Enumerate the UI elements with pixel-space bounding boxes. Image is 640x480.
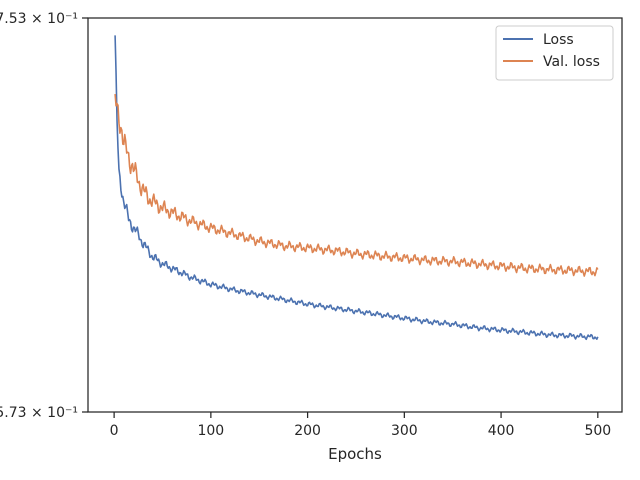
plot-frame — [87, 17, 623, 413]
x-axis-label: Epochs — [328, 445, 382, 463]
plot-area — [88, 18, 622, 412]
series-line-val-loss — [114, 93, 599, 277]
y-tick-label: 5.73 × 10⁻¹ — [0, 405, 78, 421]
legend-label: Val. loss — [543, 54, 600, 70]
x-tick-label: 100 — [197, 423, 224, 439]
x-axis: 0 100 200 300 400 500 — [110, 412, 611, 439]
x-tick-label: 500 — [584, 423, 611, 439]
x-tick-label: 0 — [110, 423, 119, 439]
series-layer — [114, 35, 599, 341]
series-line-loss — [114, 35, 599, 341]
x-tick-label: 400 — [488, 423, 515, 439]
legend: Loss Val. loss — [495, 25, 614, 81]
x-tick-label: 300 — [391, 423, 418, 439]
x-tick-label: 200 — [294, 423, 321, 439]
y-tick-label: 7.53 × 10⁻¹ — [0, 11, 78, 27]
y-axis: 7.53 × 10⁻¹ 5.73 × 10⁻¹ — [0, 11, 88, 421]
legend-label: Loss — [543, 32, 574, 48]
